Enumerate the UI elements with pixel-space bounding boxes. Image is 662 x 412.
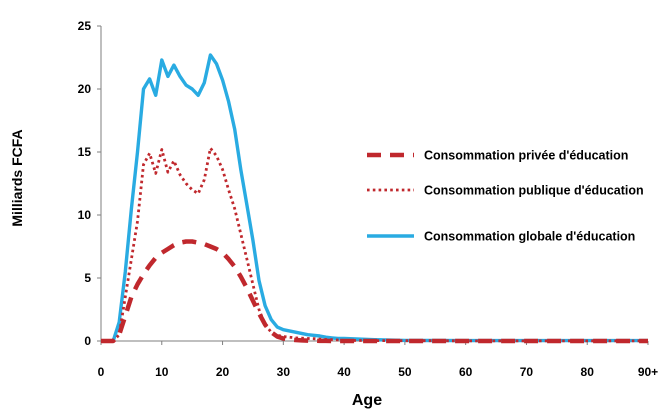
x-tick-label: 70 (520, 365, 534, 379)
legend-label-2: Consommation publique d'éducation (424, 184, 644, 198)
y-axis-title: Milliards FCFA (9, 129, 25, 226)
y-tick-label: 20 (78, 82, 92, 96)
x-tick-label: 20 (216, 365, 230, 379)
x-tick-label: 40 (337, 365, 351, 379)
x-tick-label: 30 (277, 365, 291, 379)
x-tick-label: 60 (459, 365, 473, 379)
y-tick-label: 10 (78, 208, 92, 222)
y-tick-label: 5 (84, 271, 91, 285)
chart-series-layer (101, 53, 648, 344)
chart-legend: Consommation privée d'éducation Consommat… (367, 149, 644, 244)
x-tick-label: 50 (398, 365, 412, 379)
series-line-2 (101, 146, 648, 343)
series-line-1 (101, 239, 648, 344)
x-tick-label: 80 (581, 365, 595, 379)
x-tick-label: 90+ (638, 365, 658, 379)
legend-label-1: Consommation privée d'éducation (424, 149, 628, 163)
chart-tick-labels: 0 5 10 15 20 25 0 10 20 30 40 50 60 70 80 90+ (78, 19, 659, 379)
x-axis-title: Age (352, 392, 382, 409)
y-tick-label: 0 (84, 334, 91, 348)
x-tick-label: 10 (155, 365, 169, 379)
y-tick-label: 25 (78, 19, 92, 33)
series-line-3 (101, 53, 648, 343)
y-tick-label: 15 (78, 145, 92, 159)
legend-label-3: Consommation globale d'éducation (424, 230, 635, 244)
x-tick-label: 0 (98, 365, 105, 379)
